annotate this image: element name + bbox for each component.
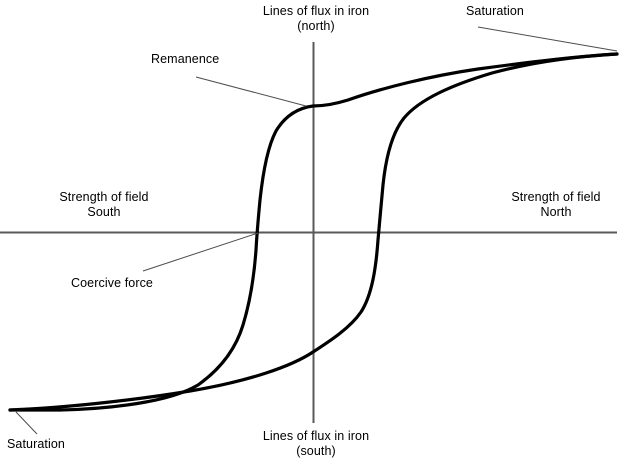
saturation-bottom-leader-line	[15, 411, 38, 435]
annotation-remanence: Remanence	[151, 52, 220, 66]
coercive-force-leader-line	[142, 232, 259, 272]
axis-label-field-south: Strength of field South	[39, 190, 169, 220]
axis-label-flux-south: Lines of flux in iron (south)	[246, 429, 386, 459]
axis-label-flux-south-line1: Lines of flux in iron	[262, 429, 370, 443]
axis-label-field-north: Strength of field North	[491, 190, 621, 220]
annotation-saturation-top: Saturation	[466, 4, 524, 18]
axis-label-field-south-line2: South	[87, 205, 121, 219]
axis-label-field-south-line1: Strength of field	[59, 190, 149, 204]
hysteresis-lower-branch	[8, 52, 619, 412]
axis-label-flux-south-line2: (south)	[296, 444, 336, 458]
axis-label-field-north-line1: Strength of field	[511, 190, 601, 204]
axis-label-field-north-line2: North	[540, 205, 572, 219]
axis-label-flux-north-line2: (north)	[297, 19, 335, 33]
axis-label-flux-north: Lines of flux in iron (north)	[246, 4, 386, 34]
remanence-leader-line	[195, 76, 307, 107]
annotation-coercive-force: Coercive force	[71, 276, 153, 290]
axis-label-flux-north-line1: Lines of flux in iron	[262, 4, 370, 18]
saturation-top-leader-line	[477, 26, 618, 52]
hysteresis-upper-branch	[8, 52, 619, 412]
annotation-saturation-bottom: Saturation	[7, 437, 65, 451]
